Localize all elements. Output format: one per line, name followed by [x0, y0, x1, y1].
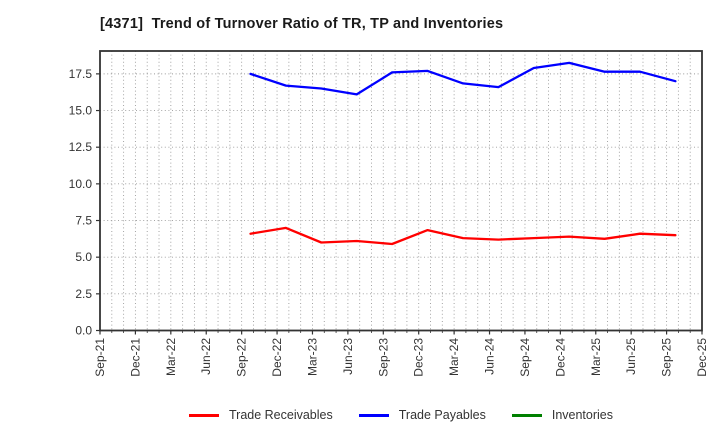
plot-frame: [99, 50, 703, 332]
legend-label-trade-payables: Trade Payables: [398, 408, 486, 422]
series-line-trade-payables: [249, 61, 677, 96]
inventories-line-icon: [511, 413, 542, 417]
x-tick-label: Dec-23: [412, 338, 426, 377]
chart-legend: Trade Receivables Trade Payables Invento…: [100, 402, 702, 428]
trade-payables-line-icon: [358, 413, 389, 417]
legend-label-trade-receivables: Trade Receivables: [228, 408, 333, 422]
x-tick-label: Dec-22: [270, 338, 284, 377]
legend-item-inventories: Inventories: [511, 408, 613, 422]
x-tick-label: Dec-21: [128, 338, 142, 377]
y-tick-label: 2.5: [75, 287, 92, 301]
x-tick-label: Mar-24: [447, 338, 461, 376]
x-tick-label: Dec-25: [695, 338, 709, 377]
x-tick-label: Dec-24: [553, 338, 567, 377]
x-tick-label: Jun-22: [199, 338, 213, 375]
chart-title: [4371] Trend of Turnover Ratio of TR, TP…: [100, 16, 504, 32]
x-gridlines: [99, 51, 703, 331]
y-tick-label: 17.5: [69, 67, 93, 81]
x-tick-label: Jun-25: [624, 338, 638, 375]
x-tick-label: Mar-22: [164, 338, 178, 376]
x-tick-label: Jun-23: [341, 338, 355, 375]
y-tick-label: 12.5: [69, 140, 93, 154]
x-tick-label: Mar-25: [589, 338, 603, 376]
legend-item-trade-payables: Trade Payables: [358, 408, 486, 422]
x-tick-label: Sep-21: [93, 338, 107, 377]
y-tick-label: 15.0: [69, 104, 93, 118]
x-tick-label: Sep-25: [660, 338, 674, 377]
x-tick-label: Mar-23: [305, 338, 319, 376]
x-tick-label: Sep-24: [518, 338, 532, 377]
y-gridlines: [100, 73, 702, 295]
y-tick-label: 10.0: [69, 177, 93, 191]
series-line-trade-receivables: [249, 226, 677, 246]
legend-item-trade-receivables: Trade Receivables: [188, 408, 333, 422]
legend-label-inventories: Inventories: [551, 408, 613, 422]
x-tick-label: Sep-22: [235, 338, 249, 377]
x-tick-label: Sep-23: [376, 338, 390, 377]
y-tick-label: 7.5: [75, 214, 92, 228]
y-tick-label: 0.0: [75, 324, 92, 338]
x-tick-label: Jun-24: [483, 338, 497, 375]
trade-receivables-line-icon: [188, 413, 219, 417]
y-tick-label: 5.0: [75, 250, 92, 264]
